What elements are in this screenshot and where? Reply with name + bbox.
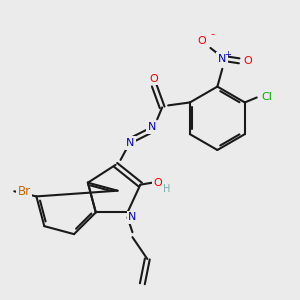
Text: O: O bbox=[244, 56, 253, 66]
Text: O: O bbox=[150, 74, 159, 84]
Text: N: N bbox=[128, 212, 136, 222]
Text: O: O bbox=[154, 178, 163, 188]
Text: Br: Br bbox=[18, 185, 31, 198]
Text: +: + bbox=[224, 50, 231, 59]
Text: N: N bbox=[148, 122, 157, 132]
Text: Cl: Cl bbox=[261, 92, 272, 103]
Text: H: H bbox=[164, 184, 171, 194]
Text: N: N bbox=[126, 138, 135, 148]
Text: -: - bbox=[210, 29, 214, 39]
Text: O: O bbox=[197, 36, 206, 46]
Text: N: N bbox=[218, 54, 226, 64]
